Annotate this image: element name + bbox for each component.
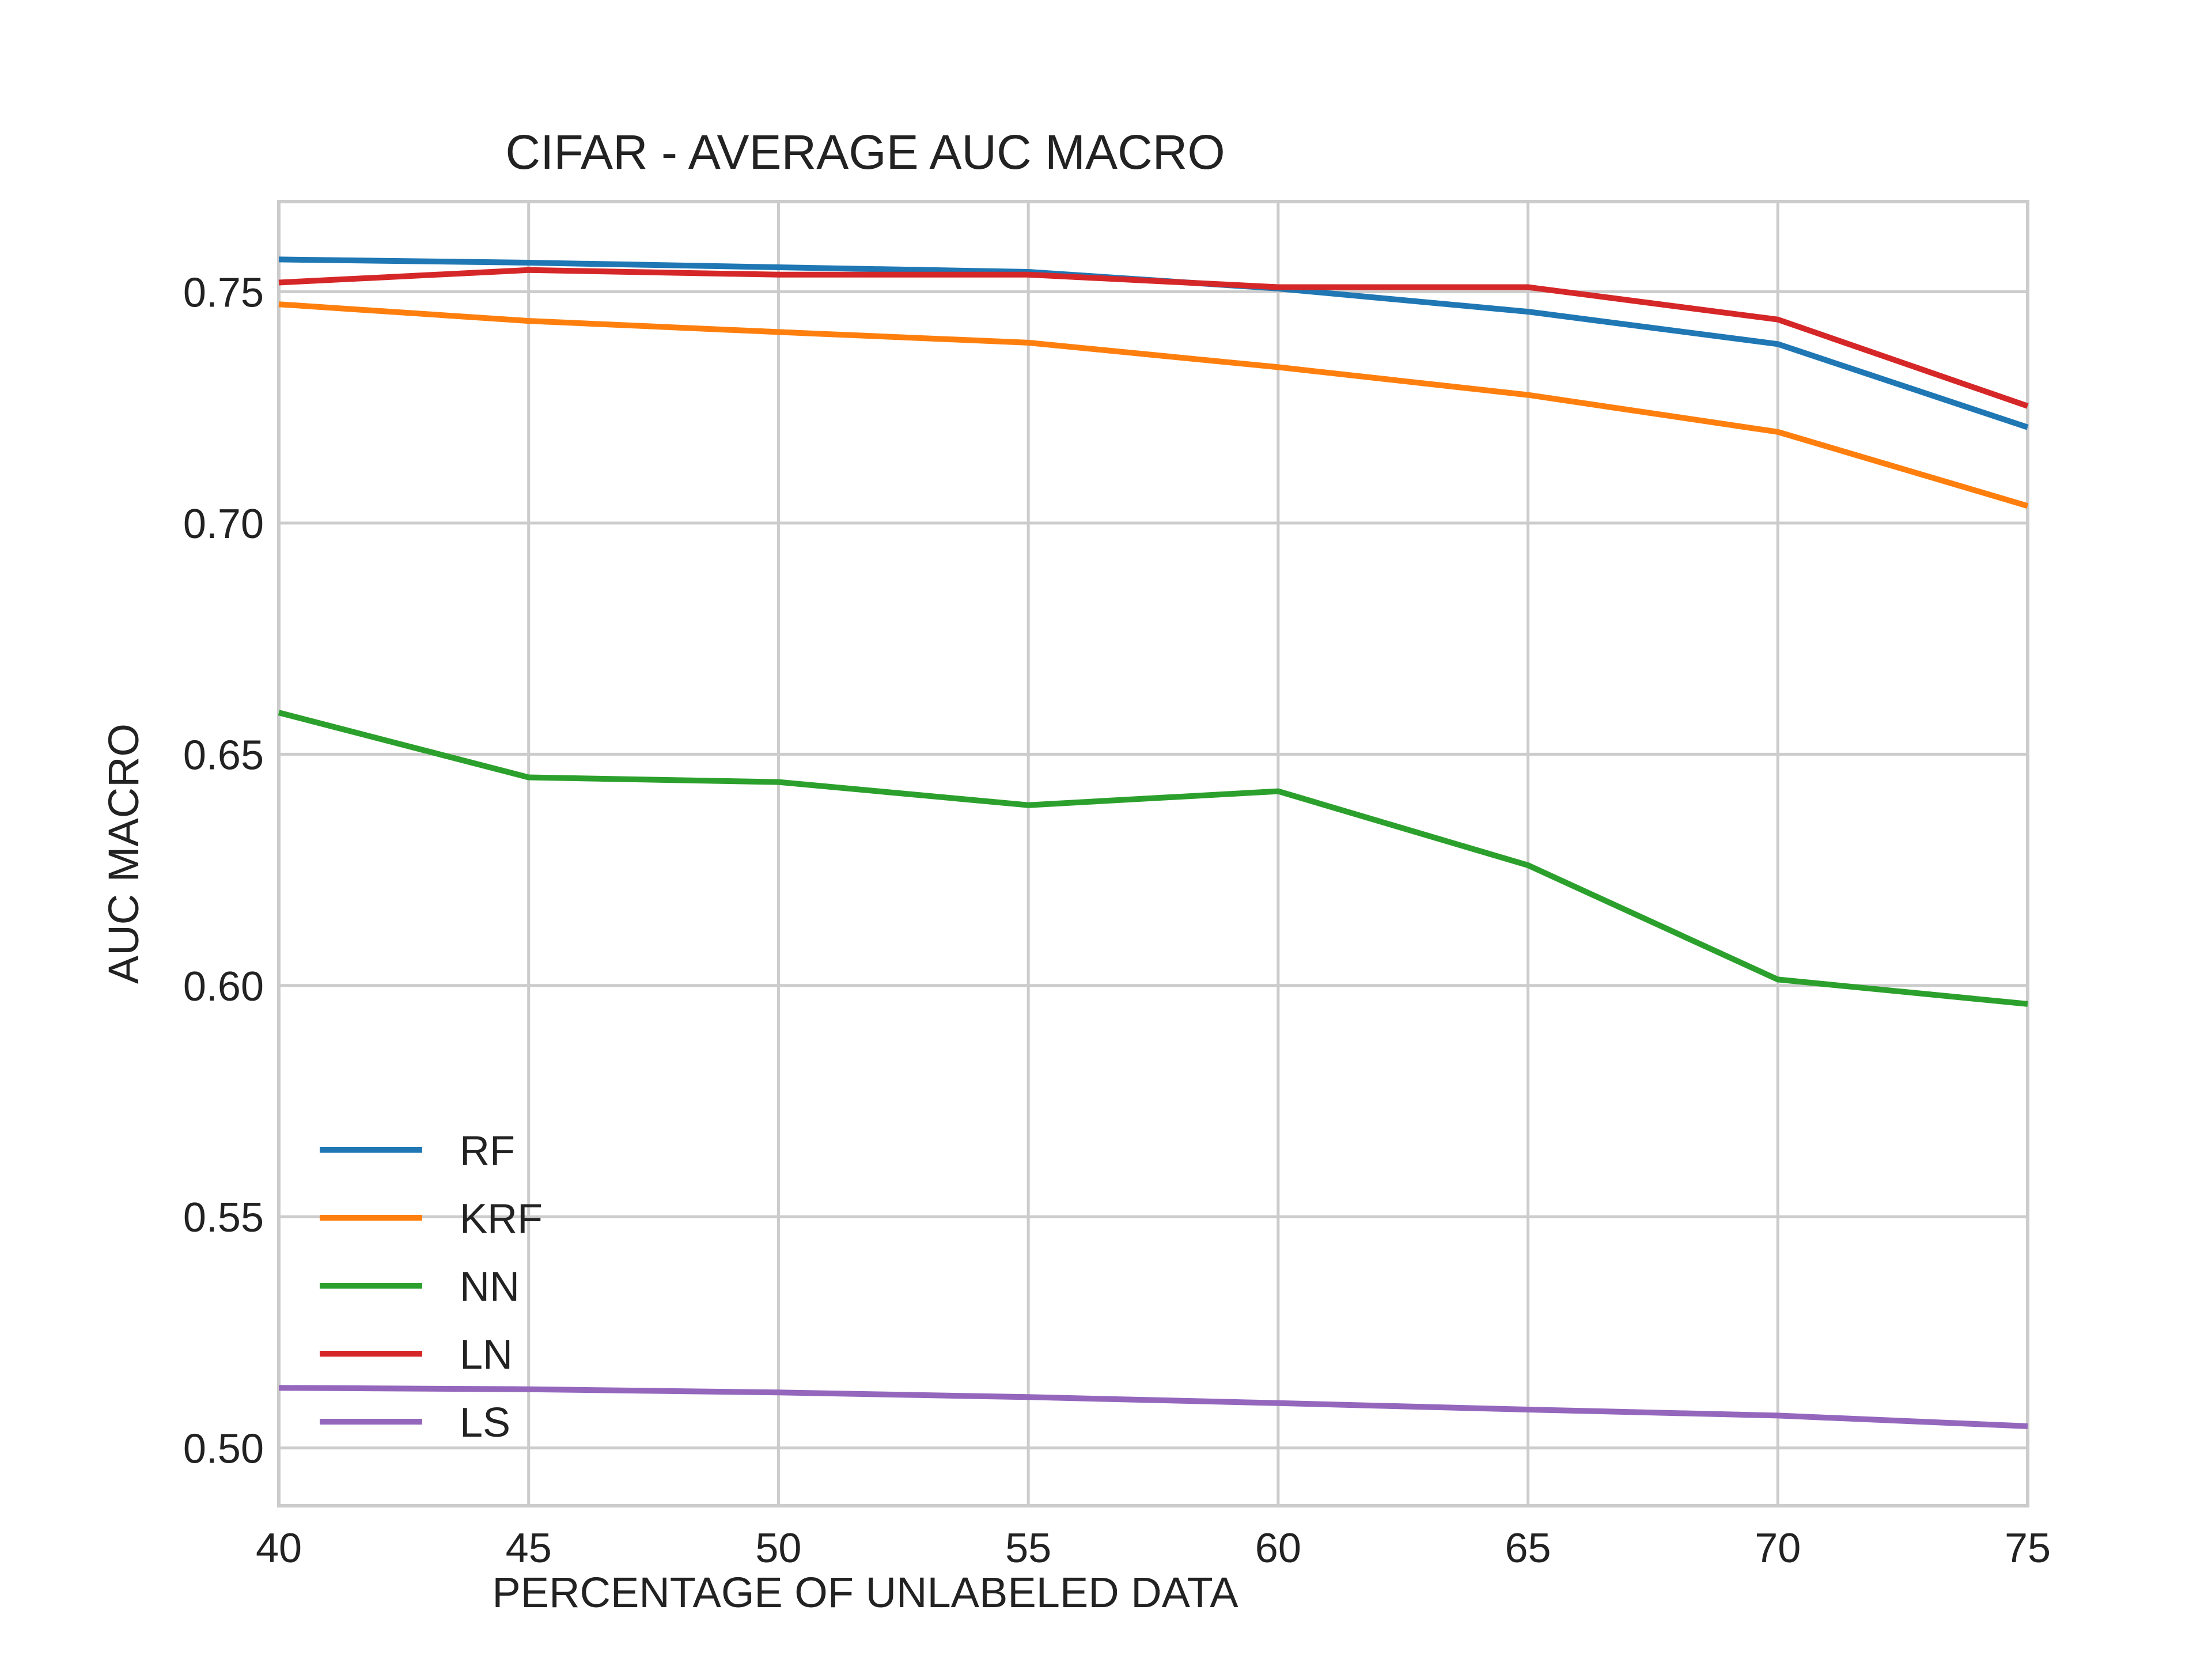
y-axis-label: AUC MACRO <box>100 724 147 984</box>
y-tick-label: 0.50 <box>183 1426 264 1472</box>
chart-title: CIFAR - AVERAGE AUC MACRO <box>505 125 1225 179</box>
legend-label-ls: LS <box>460 1400 510 1446</box>
y-tick-label: 0.65 <box>183 732 264 778</box>
x-axis-label: PERCENTAGE OF UNLABELED DATA <box>492 1569 1238 1616</box>
grid-lines <box>277 202 2029 1506</box>
y-tick-label: 0.60 <box>183 964 264 1010</box>
series-line-krf <box>278 301 2029 509</box>
x-tick-labels: 40 45 50 55 60 65 70 75 <box>256 1525 2051 1571</box>
plot-frame <box>277 200 2029 1508</box>
series-lines <box>278 256 2029 1429</box>
legend: RF KRF NN LN LS <box>320 1128 543 1446</box>
y-tick-label: 0.70 <box>183 501 264 547</box>
x-tick-label: 70 <box>1755 1525 1801 1571</box>
x-tick-label: 55 <box>1005 1525 1051 1571</box>
series-line-ls <box>278 1385 2028 1429</box>
series-line-nn <box>278 710 2028 1007</box>
x-tick-label: 75 <box>2005 1525 2051 1571</box>
x-tick-label: 40 <box>256 1525 302 1571</box>
y-tick-label: 0.55 <box>183 1195 264 1241</box>
legend-label-nn: NN <box>460 1264 520 1310</box>
legend-label-ln: LN <box>460 1332 513 1378</box>
series-line-ln <box>278 267 2029 409</box>
x-tick-label: 50 <box>755 1525 801 1571</box>
x-tick-label: 60 <box>1255 1525 1301 1571</box>
y-tick-labels: 0.50 0.55 0.60 0.65 0.70 0.75 <box>183 270 264 1472</box>
legend-label-krf: KRF <box>460 1196 543 1242</box>
x-tick-label: 65 <box>1505 1525 1551 1571</box>
y-tick-label: 0.75 <box>183 270 264 316</box>
legend-label-rf: RF <box>460 1128 515 1174</box>
x-tick-label: 45 <box>506 1525 552 1571</box>
